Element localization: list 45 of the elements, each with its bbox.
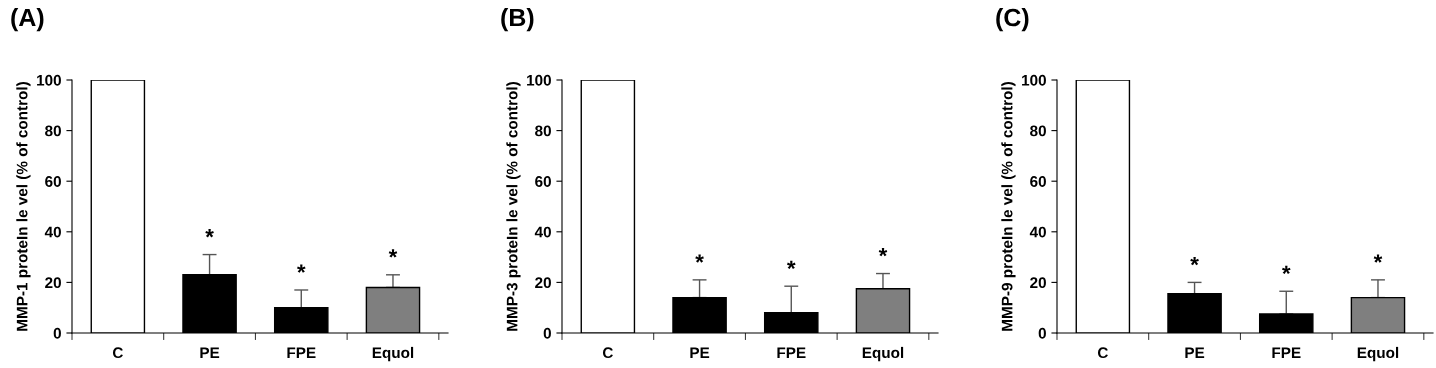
y-tick-label: 60 <box>45 176 61 187</box>
annotation: * <box>1190 256 1199 266</box>
x-tick-label: Equol <box>372 346 414 362</box>
annotation: * <box>878 248 888 257</box>
x-tick-label: C <box>602 347 613 359</box>
y-tick-label: 60 <box>1030 176 1046 187</box>
annotation: * <box>1282 265 1291 275</box>
chart-title: (B) <box>501 8 534 32</box>
y-axis-title: MMP-9 proteIn le vel (% of control) <box>1001 82 1016 331</box>
x-tick-label: C <box>1097 347 1108 359</box>
x-tick-label: Equol <box>862 346 904 362</box>
y-tick-label: 40 <box>534 226 551 238</box>
annotation: * <box>297 264 306 273</box>
chart-title: (A) <box>11 8 44 32</box>
y-tick-label: 0 <box>53 327 61 339</box>
chart-title: (C) <box>996 8 1029 32</box>
y-tick-label: 0 <box>1038 327 1046 339</box>
annotation: * <box>1373 254 1383 263</box>
annotation: * <box>205 229 214 238</box>
annotation: * <box>695 254 704 263</box>
annotation: * <box>787 260 796 270</box>
y-tick-label: 100 <box>1022 74 1046 86</box>
x-tick-label: FPE <box>1272 347 1301 358</box>
y-tick-label: 80 <box>1030 125 1046 137</box>
y-tick-label: 80 <box>45 125 61 137</box>
x-tick-label: PE <box>690 347 710 358</box>
x-tick-label: PE <box>1185 347 1205 358</box>
x-tick-label: FPE <box>777 347 806 358</box>
y-tick-label: 20 <box>45 277 61 289</box>
y-tick-label: 100 <box>527 74 551 86</box>
y-tick-label: 40 <box>1029 226 1046 238</box>
y-tick-label: 40 <box>44 226 61 238</box>
y-tick-label: 20 <box>535 277 551 289</box>
y-tick-label: 60 <box>535 176 551 187</box>
y-axis-title: MMP-3 proteIn le vel (% of control) <box>506 82 521 331</box>
x-tick-label: FPE <box>287 347 316 358</box>
y-tick-label: 100 <box>37 74 61 86</box>
annotation: * <box>388 249 398 258</box>
y-tick-label: 80 <box>535 125 551 137</box>
y-tick-label: 20 <box>1030 277 1046 289</box>
x-tick-label: PE <box>200 347 220 358</box>
y-axis-title: MMP-1 proteIn le vel (% of control) <box>16 82 31 331</box>
x-tick-label: C <box>112 347 123 359</box>
y-tick-label: 0 <box>543 327 551 339</box>
x-tick-label: Equol <box>1357 346 1399 362</box>
